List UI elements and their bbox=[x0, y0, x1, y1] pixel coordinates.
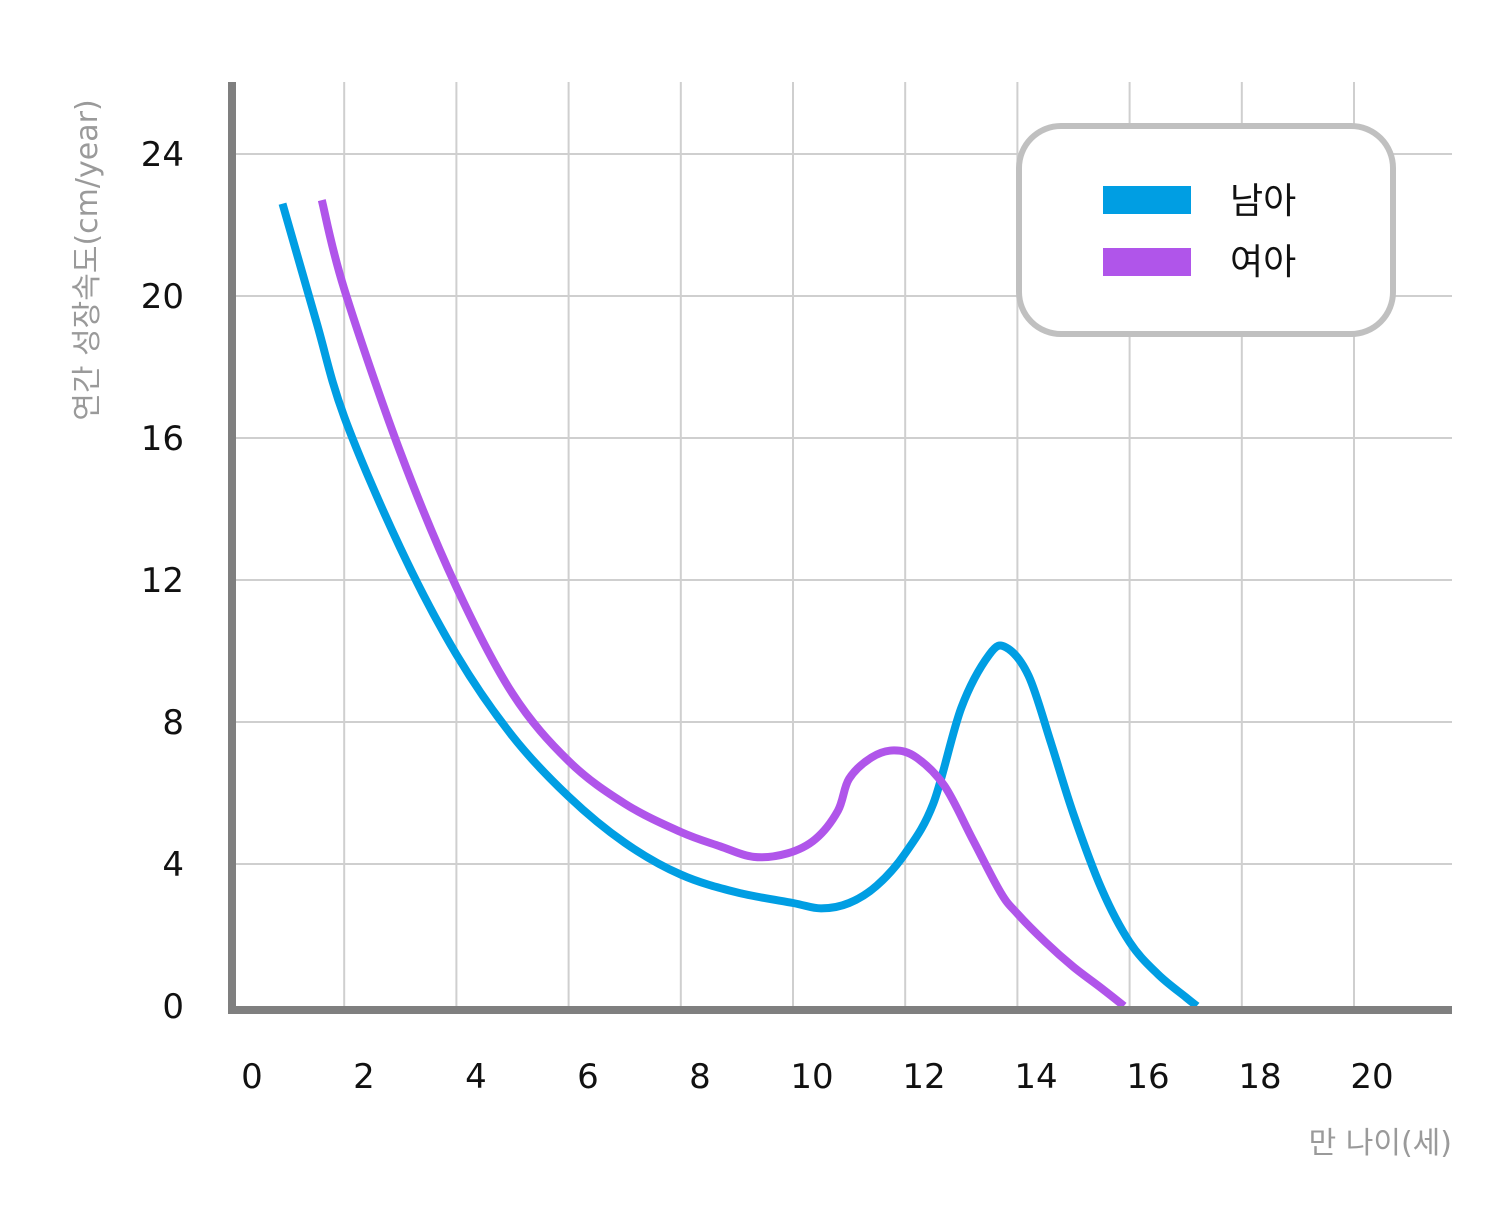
x-tick-label: 4 bbox=[465, 1057, 487, 1097]
x-axis-title: 만 나이(세) bbox=[1309, 1126, 1452, 1161]
x-tick-label: 14 bbox=[1014, 1057, 1057, 1097]
grid-lines bbox=[232, 82, 1452, 1006]
series-line-boys bbox=[278, 202, 1200, 1010]
legend-swatch-boys bbox=[1103, 186, 1191, 214]
y-tick-label: 20 bbox=[141, 277, 184, 317]
x-tick-label: 16 bbox=[1126, 1057, 1169, 1097]
legend-box bbox=[1016, 123, 1396, 337]
x-tick-label: 8 bbox=[689, 1057, 711, 1097]
y-tick-label: 12 bbox=[141, 561, 184, 601]
x-tick-label: 18 bbox=[1238, 1057, 1281, 1097]
y-axis-title: 연간 성장속도(cm/year) bbox=[70, 99, 105, 420]
legend-label-boys: 남아 bbox=[1230, 181, 1296, 222]
x-tick-label: 20 bbox=[1350, 1057, 1393, 1097]
x-tick-labels: 0 2 4 6 8 10 12 14 16 18 20 bbox=[241, 1057, 1393, 1097]
y-tick-label: 8 bbox=[162, 703, 184, 743]
x-tick-label: 2 bbox=[353, 1057, 375, 1097]
y-tick-label: 0 bbox=[162, 987, 184, 1027]
legend: 남아 여아 bbox=[1016, 123, 1396, 337]
x-tick-label: 0 bbox=[241, 1057, 263, 1097]
x-tick-label: 12 bbox=[902, 1057, 945, 1097]
x-tick-label: 6 bbox=[577, 1057, 599, 1097]
y-tick-labels: 0 4 8 12 16 20 24 bbox=[141, 135, 184, 1027]
series-lines bbox=[278, 199, 1200, 1010]
y-tick-label: 24 bbox=[141, 135, 184, 175]
legend-swatch-girls bbox=[1103, 248, 1191, 276]
axes bbox=[228, 82, 1452, 1014]
legend-label-girls: 여아 bbox=[1230, 242, 1296, 283]
y-tick-label: 16 bbox=[141, 419, 184, 459]
x-tick-label: 10 bbox=[790, 1057, 833, 1097]
y-tick-label: 4 bbox=[162, 845, 184, 885]
series-line-girls bbox=[317, 199, 1127, 1010]
